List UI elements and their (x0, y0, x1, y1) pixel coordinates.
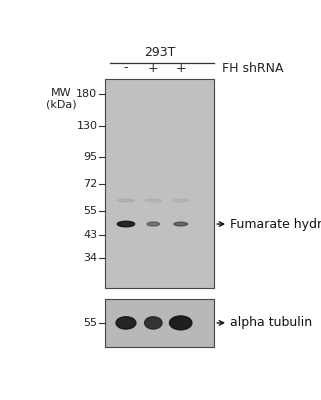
Text: 43: 43 (83, 230, 97, 240)
Text: 130: 130 (76, 121, 97, 131)
Ellipse shape (174, 222, 187, 226)
Text: 34: 34 (83, 253, 97, 263)
Ellipse shape (117, 221, 135, 227)
Text: 55: 55 (83, 206, 97, 216)
Text: 293T: 293T (144, 46, 175, 59)
Ellipse shape (145, 199, 161, 202)
Ellipse shape (116, 317, 136, 329)
Text: Fumarate hydratase: Fumarate hydratase (230, 218, 321, 230)
Ellipse shape (144, 317, 162, 329)
Ellipse shape (147, 222, 160, 226)
Text: +: + (148, 62, 159, 74)
Text: FH shRNA: FH shRNA (222, 62, 283, 74)
Text: 55: 55 (83, 318, 97, 328)
Text: alpha tubulin: alpha tubulin (230, 316, 313, 329)
Text: +: + (175, 62, 186, 74)
Text: 180: 180 (76, 89, 97, 99)
Text: MW
(kDa): MW (kDa) (46, 88, 77, 110)
Ellipse shape (173, 199, 189, 202)
Bar (105, 79, 214, 288)
Ellipse shape (169, 316, 192, 330)
Text: 95: 95 (83, 152, 97, 162)
Text: 72: 72 (83, 179, 97, 189)
Ellipse shape (117, 199, 135, 202)
Bar (105, 299, 214, 347)
Text: -: - (124, 62, 128, 74)
